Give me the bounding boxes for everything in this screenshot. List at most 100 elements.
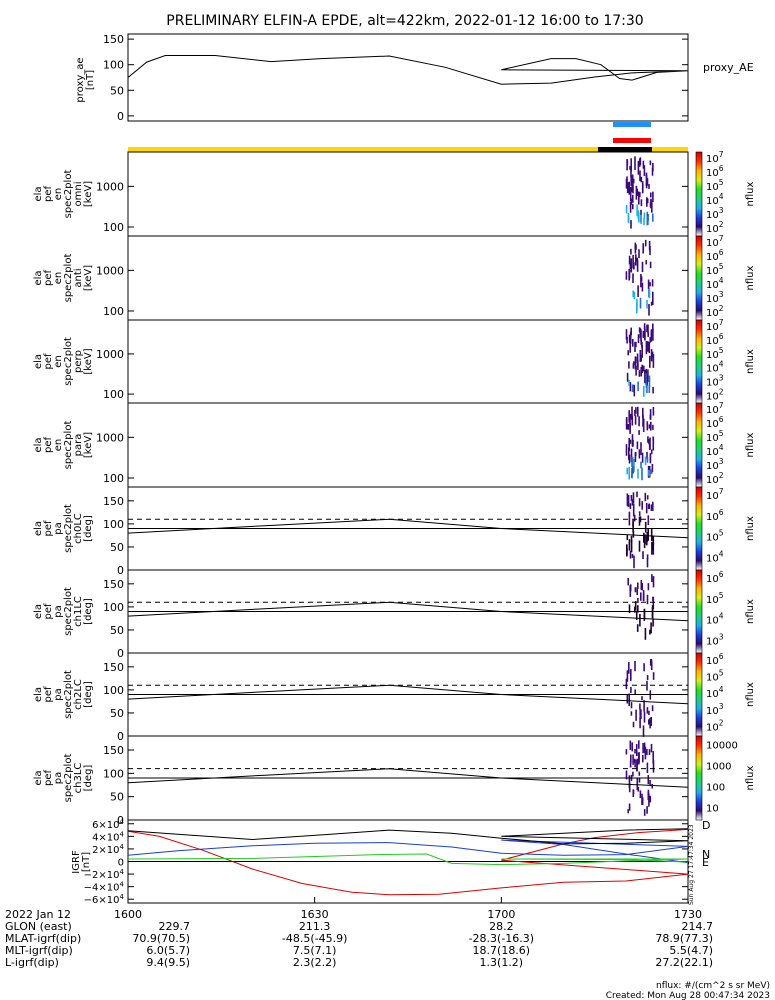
series-label: proxy_AE bbox=[703, 61, 754, 74]
tick-exponent: 4 bbox=[120, 881, 125, 889]
data-cell bbox=[646, 531, 649, 538]
y-tick-label: 0 bbox=[117, 647, 124, 660]
data-cell bbox=[643, 323, 646, 330]
x-row-value: 214.7 bbox=[682, 920, 714, 933]
data-cell bbox=[643, 165, 646, 176]
data-cell bbox=[636, 759, 638, 772]
data-cell bbox=[628, 466, 630, 480]
data-cell bbox=[632, 254, 634, 269]
colorbar-label: nflux bbox=[745, 265, 756, 290]
tick-exponent: 6 bbox=[719, 248, 724, 257]
data-cell bbox=[636, 758, 638, 765]
data-cell bbox=[629, 331, 632, 344]
tick-base: 10 bbox=[706, 475, 719, 486]
x-row-value: -48.5(-45.9) bbox=[282, 932, 348, 945]
data-cell bbox=[631, 384, 634, 392]
data-cell bbox=[639, 170, 641, 182]
data-cell bbox=[652, 672, 655, 680]
y-tick-label: 100 bbox=[103, 684, 124, 697]
data-cell bbox=[632, 194, 634, 203]
colorbar-tick-label: 103 bbox=[706, 290, 724, 305]
data-cell bbox=[629, 342, 631, 353]
tick-exponent: 7 bbox=[719, 318, 724, 327]
colorbar-tick-label: 103 bbox=[706, 206, 724, 221]
x-row-value: 70.9(70.5) bbox=[132, 932, 190, 945]
x-row-value: 229.7 bbox=[159, 920, 191, 933]
x-row-value: 211.3 bbox=[299, 920, 331, 933]
data-cell bbox=[640, 592, 642, 601]
data-cell bbox=[650, 192, 652, 198]
data-cell bbox=[632, 530, 635, 538]
colorbar bbox=[695, 486, 703, 571]
y-axis-label: IGRF [nT] bbox=[71, 850, 92, 874]
data-cell bbox=[629, 165, 631, 170]
data-cell bbox=[631, 467, 633, 478]
data-cell bbox=[626, 159, 628, 171]
data-cell bbox=[641, 696, 643, 701]
data-cell bbox=[650, 349, 653, 362]
data-cell bbox=[651, 536, 653, 541]
colorbar-tick-label: 103 bbox=[706, 702, 724, 717]
data-cell bbox=[646, 675, 649, 680]
y-axis-label-line: IGRF bbox=[71, 850, 82, 874]
data-cell bbox=[631, 174, 634, 187]
data-cell bbox=[646, 451, 648, 460]
data-cell bbox=[641, 261, 644, 273]
y-tick-label: 50 bbox=[110, 541, 124, 554]
tick-base: 10 bbox=[706, 391, 719, 402]
tick-base: 10 bbox=[706, 364, 719, 375]
data-cell bbox=[642, 418, 645, 432]
y-tick-label: 0 bbox=[117, 730, 124, 743]
colorbar-tick-label: 104 bbox=[706, 276, 724, 291]
spectral-data-cells bbox=[625, 156, 654, 229]
tick-base: 10 bbox=[706, 377, 719, 388]
data-cell bbox=[630, 258, 633, 273]
data-cell bbox=[634, 410, 636, 416]
data-cell bbox=[628, 803, 631, 811]
tick-exponent: 5 bbox=[719, 346, 724, 355]
data-cell bbox=[638, 540, 641, 552]
tick-base: 10 bbox=[706, 636, 719, 647]
data-cell bbox=[640, 339, 642, 345]
tick-exponent: 5 bbox=[719, 178, 724, 187]
data-cell bbox=[643, 809, 646, 816]
data-cell bbox=[625, 749, 628, 755]
data-cell bbox=[628, 447, 630, 460]
colorbar-tick-label: 103 bbox=[706, 373, 724, 388]
colorbar-tick-label: 104 bbox=[706, 685, 724, 700]
tick-base: 10 bbox=[706, 154, 719, 165]
plot-title: PRELIMINARY ELFIN-A EPDE, alt=422km, 202… bbox=[166, 13, 643, 29]
spectral-data-cells bbox=[625, 406, 655, 481]
data-cell bbox=[630, 540, 633, 553]
tick-base: 10 bbox=[706, 447, 719, 458]
data-cell bbox=[636, 782, 639, 790]
tick-exponent: 6 bbox=[719, 570, 724, 579]
data-cell bbox=[638, 752, 640, 763]
y-tick-label: 150 bbox=[103, 578, 124, 591]
data-cell bbox=[632, 439, 634, 447]
loss-cone-line bbox=[127, 601, 689, 622]
tick-exponent: 6 bbox=[719, 164, 724, 173]
data-cell bbox=[652, 596, 654, 602]
colorbar-tick-label: 102 bbox=[706, 304, 724, 319]
y-axis-label-line: pef bbox=[43, 437, 54, 454]
x-row-value: 18.7(18.6) bbox=[473, 944, 531, 957]
data-cell bbox=[646, 749, 648, 756]
tick-base: 10 bbox=[706, 491, 719, 502]
data-cell bbox=[628, 693, 630, 706]
data-cell bbox=[652, 436, 655, 451]
data-cell bbox=[646, 374, 648, 386]
data-cell bbox=[637, 598, 639, 603]
black-bar bbox=[598, 147, 652, 152]
data-cell bbox=[649, 160, 652, 166]
data-cell bbox=[626, 694, 629, 704]
spectral-data-cells bbox=[625, 239, 654, 316]
y-tick-label: 100 bbox=[103, 221, 124, 234]
data-cell bbox=[628, 515, 631, 526]
tick-exponent: 5 bbox=[719, 669, 724, 678]
data-cell bbox=[638, 416, 640, 427]
data-cell bbox=[637, 786, 640, 792]
tick-base: 10 bbox=[706, 224, 719, 235]
tick-base: 6×10 bbox=[92, 820, 119, 831]
